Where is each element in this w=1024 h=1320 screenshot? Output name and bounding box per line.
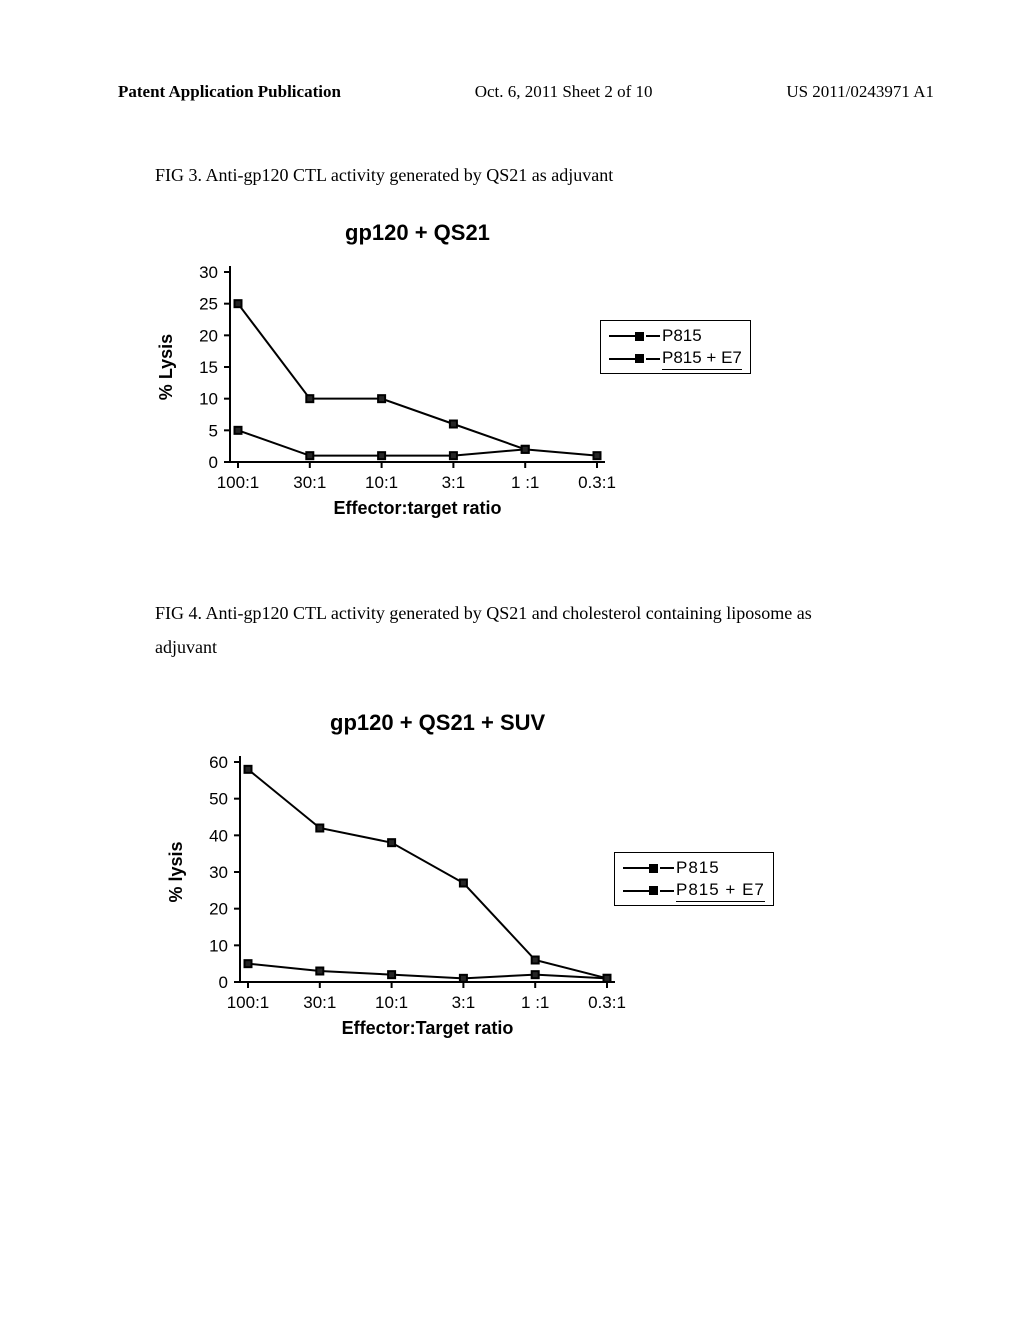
svg-text:Effector:target ratio: Effector:target ratio — [333, 498, 501, 518]
svg-text:1 :1: 1 :1 — [521, 993, 549, 1012]
legend-line-icon — [646, 335, 660, 337]
svg-text:25: 25 — [199, 295, 218, 314]
svg-text:3:1: 3:1 — [442, 473, 466, 492]
svg-text:30: 30 — [199, 263, 218, 282]
svg-text:100:1: 100:1 — [217, 473, 260, 492]
fig3-legend-row-1: P815 + E7 — [609, 347, 742, 370]
svg-text:60: 60 — [209, 753, 228, 772]
header-right: US 2011/0243971 A1 — [786, 82, 934, 102]
fig3-svg: 0 5 10 15 20 25 30 100:1 30:1 10:1 3:1 1 :1 0.3:1 % L… — [135, 262, 615, 522]
svg-text:40: 40 — [209, 826, 228, 845]
fig3-legend: P815 P815 + E7 — [600, 320, 751, 374]
fig4-chart: 0 10 20 30 40 50 60 100:1 30:1 10:1 3:1 1 :1 0.3:1 % … — [145, 752, 625, 1042]
legend-marker-icon — [649, 864, 658, 873]
svg-text:% Lysis: % Lysis — [156, 334, 176, 400]
svg-text:10:1: 10:1 — [375, 993, 408, 1012]
svg-text:10: 10 — [209, 936, 228, 955]
svg-text:5: 5 — [209, 421, 218, 440]
legend-line-icon — [660, 890, 674, 892]
svg-text:100:1: 100:1 — [227, 993, 270, 1012]
legend-label: P815 + E7 — [676, 879, 765, 902]
fig4-caption: FIG 4. Anti-gp120 CTL activity generated… — [155, 596, 835, 664]
svg-text:0.3:1: 0.3:1 — [578, 473, 616, 492]
fig3-legend-row-0: P815 — [609, 325, 742, 347]
fig4-legend: P815 P815 + E7 — [614, 852, 774, 906]
legend-marker-icon — [635, 354, 644, 363]
fig3-caption: FIG 3. Anti-gp120 CTL activity generated… — [155, 158, 613, 192]
svg-text:1 :1: 1 :1 — [511, 473, 539, 492]
legend-line-icon — [660, 867, 674, 869]
legend-line-icon — [623, 890, 649, 892]
svg-text:20: 20 — [209, 900, 228, 919]
svg-text:3:1: 3:1 — [452, 993, 476, 1012]
legend-line-icon — [609, 335, 635, 337]
svg-text:30:1: 30:1 — [303, 993, 336, 1012]
legend-label: P815 + E7 — [662, 347, 742, 370]
svg-text:10: 10 — [199, 390, 218, 409]
legend-line-icon — [609, 358, 635, 360]
svg-text:20: 20 — [199, 326, 218, 345]
legend-label: P815 — [676, 857, 720, 879]
svg-text:0.3:1: 0.3:1 — [588, 993, 626, 1012]
fig4-legend-row-0: P815 — [623, 857, 765, 879]
svg-text:10:1: 10:1 — [365, 473, 398, 492]
svg-text:30: 30 — [209, 863, 228, 882]
legend-label: P815 — [662, 325, 702, 347]
svg-text:0: 0 — [219, 973, 228, 992]
svg-text:15: 15 — [199, 358, 218, 377]
svg-text:0: 0 — [209, 453, 218, 472]
header-left: Patent Application Publication — [118, 82, 341, 102]
header-center: Oct. 6, 2011 Sheet 2 of 10 — [475, 82, 653, 102]
svg-text:Effector:Target ratio: Effector:Target ratio — [342, 1018, 514, 1038]
page-header: Patent Application Publication Oct. 6, 2… — [118, 82, 934, 102]
svg-text:% lysis: % lysis — [166, 841, 186, 902]
svg-text:50: 50 — [209, 790, 228, 809]
svg-text:30:1: 30:1 — [293, 473, 326, 492]
legend-marker-icon — [635, 332, 644, 341]
legend-marker-icon — [649, 886, 658, 895]
fig3-title: gp120 + QS21 — [345, 220, 490, 246]
fig4-legend-row-1: P815 + E7 — [623, 879, 765, 902]
fig4-title: gp120 + QS21 + SUV — [330, 710, 545, 736]
legend-line-icon — [623, 867, 649, 869]
fig3-chart: 0 5 10 15 20 25 30 100:1 30:1 10:1 3:1 1 :1 0.3:1 % L… — [135, 262, 615, 522]
legend-line-icon — [646, 358, 660, 360]
fig4-svg: 0 10 20 30 40 50 60 100:1 30:1 10:1 3:1 1 :1 0.3:1 % … — [145, 752, 625, 1042]
